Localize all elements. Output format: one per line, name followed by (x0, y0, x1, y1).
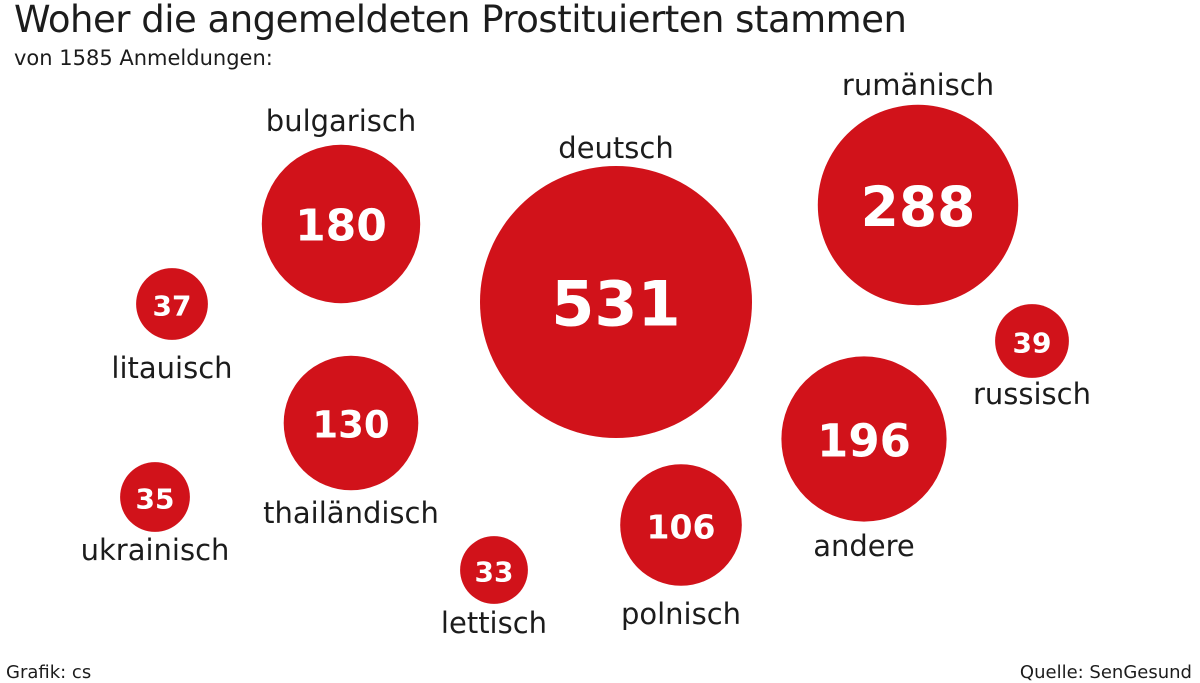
bubble-group-thailandisch: 130 thailändisch (263, 355, 439, 530)
bubble-group-polnisch: 106 polnisch (620, 464, 742, 631)
bubble-group-lettisch: 33 lettisch (441, 536, 547, 640)
bubble-label-polnisch: polnisch (621, 597, 741, 631)
bubble-litauisch (136, 268, 208, 340)
bubble-value-lettisch: 33 (475, 556, 514, 589)
bubble-group-deutsch: 531 deutsch (480, 131, 752, 438)
bubble-label-rumanisch: rumänisch (842, 68, 994, 102)
bubble-rumanisch (817, 104, 1019, 306)
chart-title: Woher die angemeldeten Prostituierten st… (14, 0, 907, 41)
bubble-label-ukrainisch: ukrainisch (81, 533, 230, 567)
bubble-bulgarisch (261, 144, 421, 304)
chart-subtitle: von 1585 Anmeldungen: (14, 46, 273, 70)
bubble-polnisch (620, 464, 742, 586)
bubble-label-russisch: russisch (973, 377, 1091, 411)
bubble-value-andere: 196 (817, 415, 911, 468)
bubble-lettisch (460, 536, 528, 604)
credit-text: Grafik: cs (6, 662, 92, 683)
bubble-value-litauisch: 37 (153, 290, 192, 323)
bubble-value-bulgarisch: 180 (295, 201, 387, 252)
bubble-label-bulgarisch: bulgarisch (266, 104, 416, 138)
bubble-value-russisch: 39 (1013, 327, 1052, 360)
bubble-label-thailandisch: thailändisch (263, 496, 439, 530)
bubble-label-litauisch: litauisch (111, 351, 232, 385)
bubble-thailandisch (283, 355, 419, 491)
bubble-group-ukrainisch: 35 ukrainisch (81, 462, 230, 567)
bubble-deutsch (480, 166, 752, 438)
bubble-value-thailandisch: 130 (312, 404, 389, 447)
source-text: Quelle: SenGesund (1019, 662, 1192, 683)
bubble-value-deutsch: 531 (551, 268, 680, 341)
bubble-group-litauisch: 37 litauisch (111, 268, 233, 385)
bubble-value-polnisch: 106 (647, 508, 716, 547)
bubble-value-ukrainisch: 35 (136, 483, 175, 516)
bubble-russisch (995, 304, 1069, 378)
bubble-group-rumanisch: 288 rumänisch (817, 68, 1019, 306)
bubble-group-russisch: 39 russisch (973, 304, 1091, 411)
bubble-label-andere: andere (813, 529, 915, 563)
bubble-andere (781, 356, 947, 522)
bubble-ukrainisch (120, 462, 190, 532)
bubble-value-rumanisch: 288 (861, 175, 976, 239)
bubble-label-deutsch: deutsch (558, 131, 673, 165)
bubble-group-andere: 196 andere (781, 356, 947, 563)
bubble-label-lettisch: lettisch (441, 606, 547, 640)
bubble-group-bulgarisch: 180 bulgarisch (261, 104, 421, 304)
